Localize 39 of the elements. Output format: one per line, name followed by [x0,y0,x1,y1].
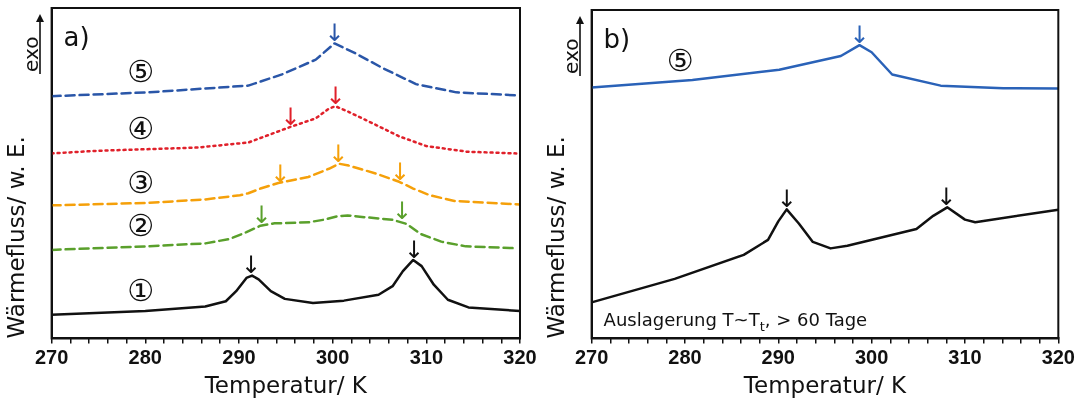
x-tick-label: 300 [315,345,350,368]
annotation: b) [603,24,631,54]
annotation: ↓ [324,19,345,48]
annotation: ↓ [849,21,870,50]
x-axis-title: Temperatur/ K [203,372,368,399]
annotation: ↓ [328,139,349,168]
x-tick-label: 270 [34,345,69,368]
annotation: ↓ [251,200,272,229]
x-tick-label: 300 [854,345,889,368]
annotation: ↓ [936,183,957,212]
annotation: ↓ [325,82,346,111]
x-tick-label: 280 [668,345,702,368]
annotation: ↓ [391,196,413,225]
x-tick-label: 320 [503,345,537,368]
series-label: ⑤ [666,42,694,78]
x-tick-label: 310 [409,345,444,368]
x-tick-label: 270 [574,345,609,368]
x-tick-label: 290 [222,345,256,368]
annotation: ↓ [270,159,291,188]
series-label: ③ [127,164,155,200]
y-axis-title: Wärmefluss/ w. E. [2,136,29,339]
x-tick-label: 280 [128,345,162,368]
x-axis-title: Temperatur/ K [742,372,907,399]
series-label: ② [127,208,155,244]
x-tick-label: 320 [1041,345,1075,368]
x-tick-label: 290 [761,345,795,368]
series-label: ④ [127,111,155,147]
series-label: ⑤ [127,54,155,90]
annotation: ↓ [280,102,301,131]
annotation: ↓ [776,185,797,214]
annotation: a) [63,22,90,52]
annotation: ↓ [390,157,411,186]
y-axis-title: Wärmefluss/ w. E. [542,136,569,339]
text: exo [18,36,43,72]
x-tick-label: 310 [948,345,982,368]
text: exo [558,38,583,74]
annotation: ↓ [404,235,425,264]
annotation: ↓ [241,250,262,279]
series-label: ① [127,272,155,308]
